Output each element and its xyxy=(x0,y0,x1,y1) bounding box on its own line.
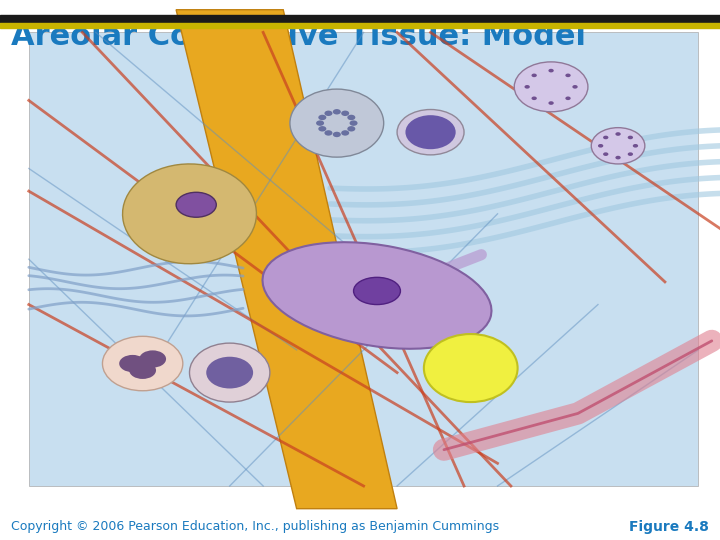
Ellipse shape xyxy=(628,152,633,156)
Ellipse shape xyxy=(206,357,253,388)
Ellipse shape xyxy=(120,355,146,372)
Text: Figure 4.8: Figure 4.8 xyxy=(629,519,709,534)
Ellipse shape xyxy=(354,278,400,305)
Ellipse shape xyxy=(524,85,530,89)
Ellipse shape xyxy=(549,101,554,105)
Ellipse shape xyxy=(189,343,270,402)
Ellipse shape xyxy=(349,120,358,126)
Ellipse shape xyxy=(424,334,518,402)
Text: Copyright © 2006 Pearson Education, Inc., publishing as Benjamin Cummings: Copyright © 2006 Pearson Education, Inc.… xyxy=(11,520,499,533)
Ellipse shape xyxy=(616,132,621,136)
Ellipse shape xyxy=(122,164,256,264)
Ellipse shape xyxy=(139,350,166,368)
Ellipse shape xyxy=(514,62,588,112)
Ellipse shape xyxy=(616,156,621,159)
Ellipse shape xyxy=(531,97,537,100)
Ellipse shape xyxy=(318,126,326,132)
Text: Areolar Connective Tissue: Model: Areolar Connective Tissue: Model xyxy=(11,22,586,51)
Ellipse shape xyxy=(318,114,326,120)
Bar xyxy=(0,23,720,28)
Ellipse shape xyxy=(565,73,571,77)
Ellipse shape xyxy=(341,111,349,116)
Bar xyxy=(0,15,720,22)
Ellipse shape xyxy=(333,109,341,114)
Bar xyxy=(29,32,698,486)
Ellipse shape xyxy=(598,144,603,147)
Ellipse shape xyxy=(290,89,384,157)
Ellipse shape xyxy=(341,130,349,136)
Polygon shape xyxy=(176,10,397,509)
Ellipse shape xyxy=(549,69,554,72)
Ellipse shape xyxy=(531,73,537,77)
Ellipse shape xyxy=(591,127,645,164)
Ellipse shape xyxy=(102,336,183,391)
Ellipse shape xyxy=(263,242,492,349)
Ellipse shape xyxy=(572,85,577,89)
Ellipse shape xyxy=(603,136,608,139)
Ellipse shape xyxy=(565,97,571,100)
Ellipse shape xyxy=(325,130,333,136)
Ellipse shape xyxy=(347,126,356,132)
Ellipse shape xyxy=(325,111,333,116)
Ellipse shape xyxy=(130,362,156,379)
Ellipse shape xyxy=(633,144,638,147)
Ellipse shape xyxy=(405,115,456,149)
Ellipse shape xyxy=(333,132,341,137)
Ellipse shape xyxy=(628,136,633,139)
Ellipse shape xyxy=(316,120,324,126)
Ellipse shape xyxy=(603,152,608,156)
Ellipse shape xyxy=(397,110,464,155)
Ellipse shape xyxy=(176,192,216,217)
Ellipse shape xyxy=(347,114,356,120)
